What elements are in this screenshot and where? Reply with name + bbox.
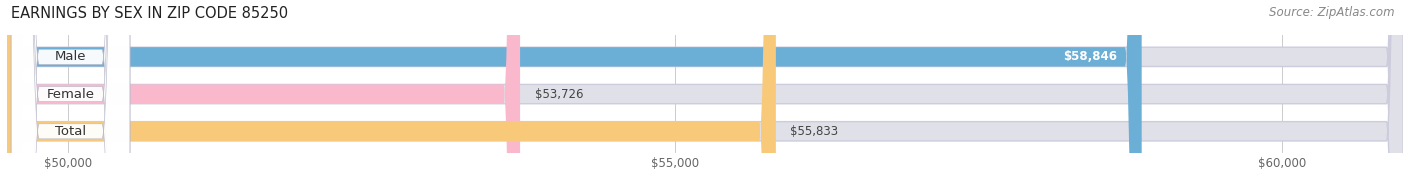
FancyBboxPatch shape — [7, 0, 520, 196]
Text: $55,833: $55,833 — [790, 125, 838, 138]
Text: Male: Male — [55, 50, 86, 63]
Text: $58,846: $58,846 — [1063, 50, 1118, 63]
FancyBboxPatch shape — [7, 0, 1142, 196]
Text: Total: Total — [55, 125, 86, 138]
FancyBboxPatch shape — [11, 0, 129, 196]
Text: Female: Female — [46, 88, 94, 101]
Text: $53,726: $53,726 — [534, 88, 583, 101]
FancyBboxPatch shape — [7, 0, 1403, 196]
FancyBboxPatch shape — [7, 0, 1403, 196]
Text: EARNINGS BY SEX IN ZIP CODE 85250: EARNINGS BY SEX IN ZIP CODE 85250 — [11, 6, 288, 21]
FancyBboxPatch shape — [11, 0, 129, 196]
Text: Source: ZipAtlas.com: Source: ZipAtlas.com — [1270, 6, 1395, 19]
FancyBboxPatch shape — [11, 0, 129, 196]
FancyBboxPatch shape — [7, 0, 776, 196]
FancyBboxPatch shape — [7, 0, 1403, 196]
